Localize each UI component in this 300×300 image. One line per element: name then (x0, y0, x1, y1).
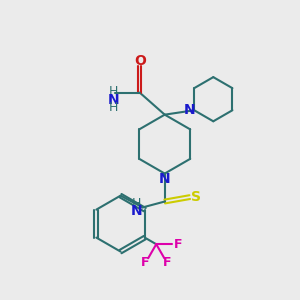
Text: N: N (159, 172, 170, 186)
Text: H: H (109, 85, 118, 98)
Text: N: N (130, 204, 142, 218)
Text: F: F (163, 256, 171, 269)
Text: F: F (141, 256, 150, 269)
Text: H: H (131, 197, 141, 210)
Text: O: O (134, 54, 146, 68)
Text: H: H (109, 101, 118, 114)
Text: N: N (184, 103, 196, 117)
Text: N: N (107, 93, 119, 107)
Text: F: F (173, 238, 182, 251)
Text: S: S (190, 190, 201, 204)
